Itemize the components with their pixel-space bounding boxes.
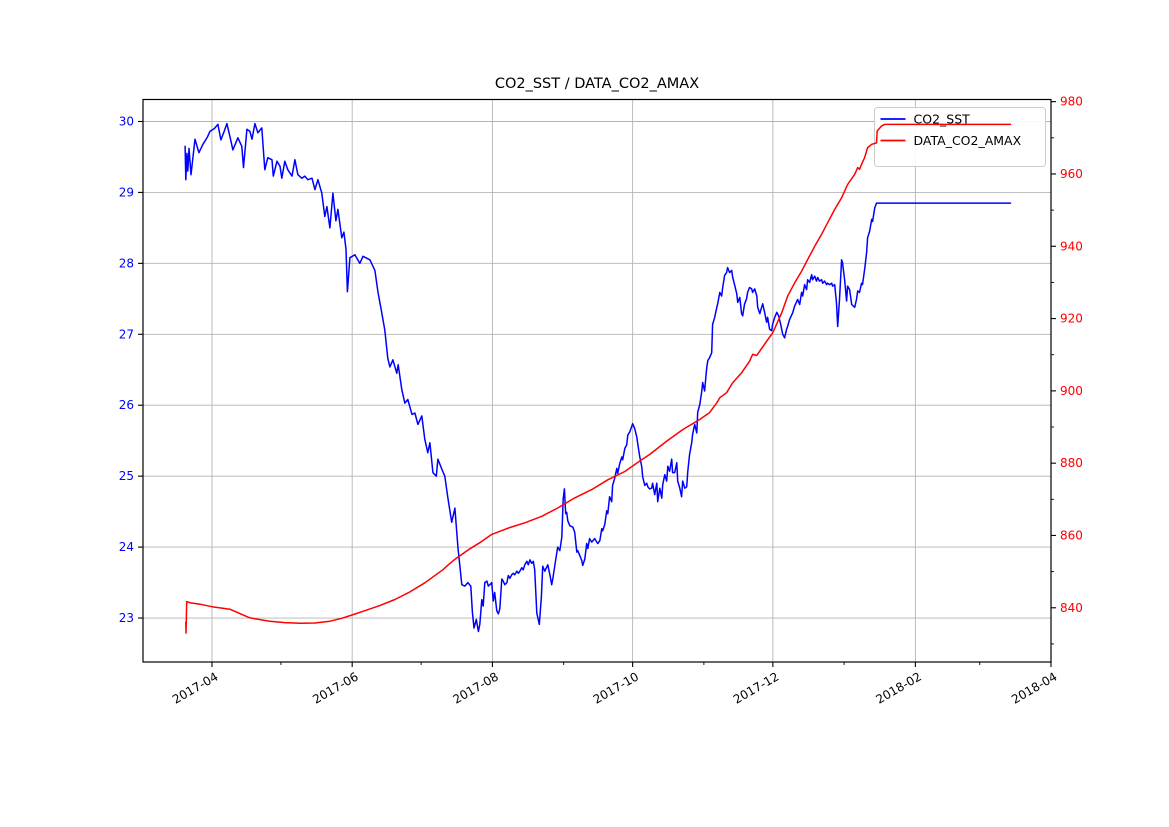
left-axis-tick-label: 26 — [119, 398, 134, 412]
left-axis-tick-label: 23 — [119, 611, 134, 625]
x-axis-tick-label: 2018-04 — [1009, 669, 1059, 706]
x-axis-tick-label: 2017-08 — [450, 669, 500, 706]
left-axis-tick-label: 27 — [119, 327, 134, 341]
legend-entry-label: CO2_SST — [914, 112, 971, 127]
right-axis-tick-label: 920 — [1060, 312, 1083, 326]
chart-title: CO2_SST / DATA_CO2_AMAX — [494, 76, 700, 92]
data-co2-amax-line — [185, 123, 1012, 634]
left-axis-tick-label: 24 — [119, 540, 134, 554]
left-axis-tick-label: 29 — [119, 185, 134, 199]
right-axis-tick-label: 940 — [1060, 239, 1083, 253]
co2-sst-line — [184, 122, 1012, 633]
x-axis-tick-label: 2017-12 — [731, 669, 781, 706]
x-axis-tick-label: 2017-06 — [310, 669, 360, 706]
right-axis-tick-label: 840 — [1060, 601, 1083, 615]
legend-box — [874, 107, 1046, 167]
right-axis-tick-label: 900 — [1060, 384, 1083, 398]
plot-border — [142, 98, 1052, 663]
left-axis-tick-label: 25 — [119, 469, 134, 483]
x-axis-tick-label: 2017-04 — [170, 669, 220, 706]
x-axis-tick-label: 2018-02 — [873, 669, 923, 706]
right-axis-tick-label: 860 — [1060, 528, 1083, 542]
right-axis-tick-label: 960 — [1060, 167, 1083, 181]
left-axis-tick-label: 30 — [119, 114, 134, 128]
legend-entry-label: DATA_CO2_AMAX — [914, 133, 1022, 148]
left-axis-tick-label: 28 — [119, 256, 134, 270]
x-axis-tick-label: 2017-10 — [591, 669, 641, 706]
right-axis-tick-label: 880 — [1060, 456, 1083, 470]
right-axis-tick-label: 980 — [1060, 95, 1083, 109]
